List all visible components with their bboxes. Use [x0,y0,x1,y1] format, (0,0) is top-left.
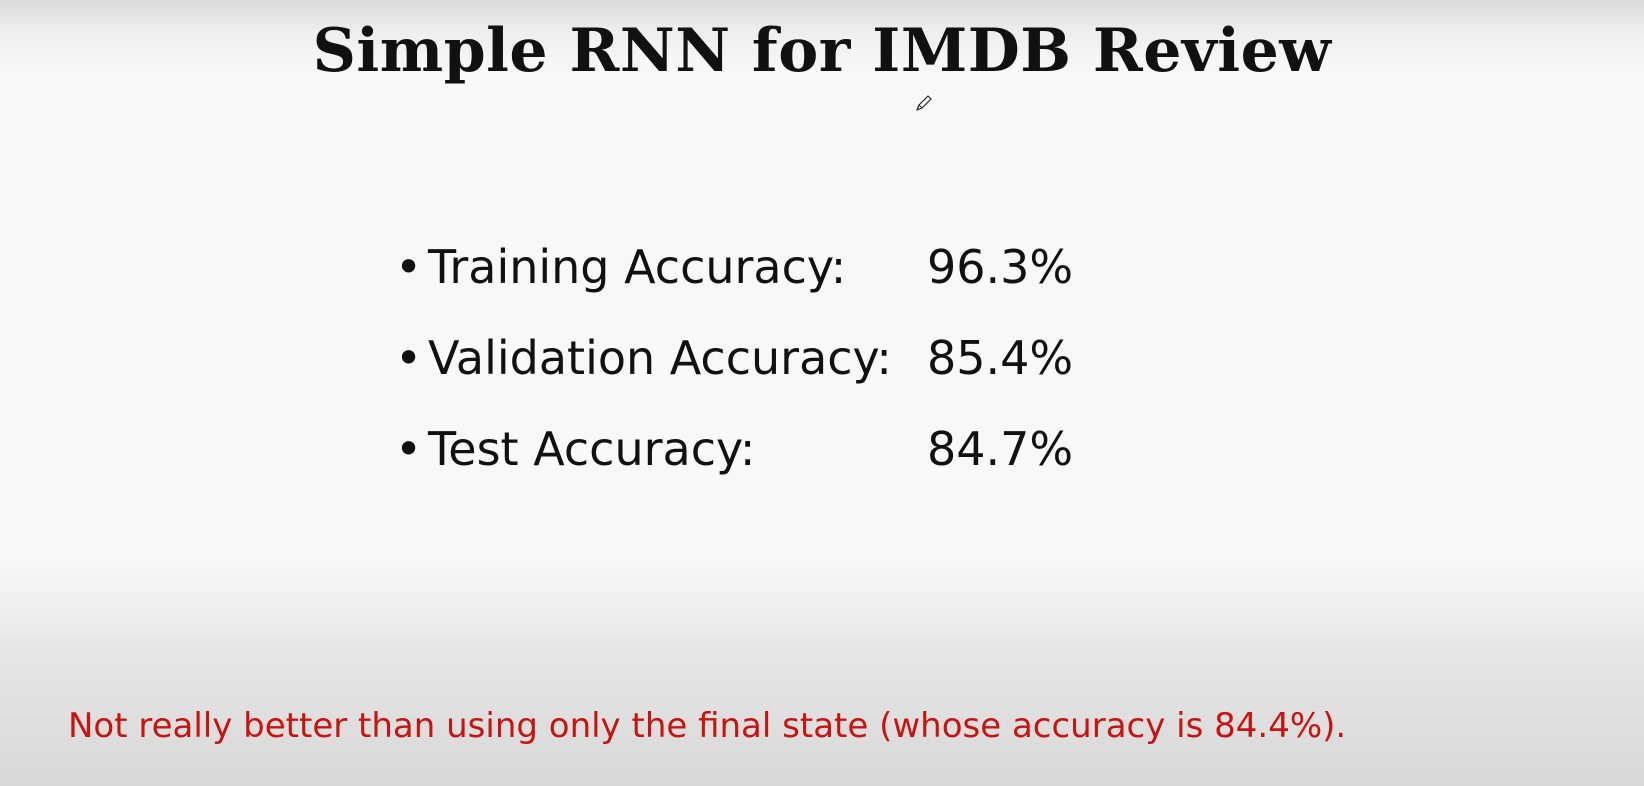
bottom-shadow [0,560,1644,786]
validation-accuracy-label: Validation Accuracy: [428,331,892,385]
top-shadow [0,0,1644,70]
bullet-icon: • [395,331,423,385]
bullet-icon: • [395,240,423,294]
training-accuracy-label: Training Accuracy: [428,240,847,294]
slide-title: Simple RNN for IMDB Review [312,16,1332,86]
bullet-icon: • [395,422,423,476]
validation-accuracy-value: 85.4% [927,331,1074,385]
test-accuracy-label: Test Accuracy: [428,422,756,476]
footnote: Not really better than using only the fi… [68,706,1347,746]
training-accuracy-value: 96.3% [927,240,1074,294]
pencil-icon [914,93,934,113]
test-accuracy-value: 84.7% [927,422,1074,476]
